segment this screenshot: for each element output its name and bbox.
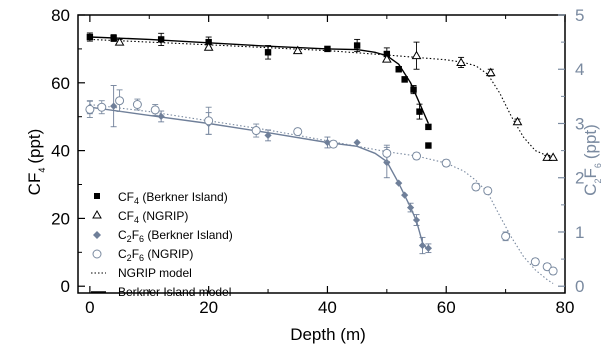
data-point-square: [401, 76, 408, 83]
data-point-circle: [251, 126, 261, 136]
data-point-circle: [542, 262, 552, 272]
data-point-circle: [548, 266, 558, 276]
data-point-square: [425, 123, 432, 131]
data-point-circle: [441, 158, 451, 168]
data-point-circle: [293, 127, 303, 137]
data-point-square: [110, 34, 117, 42]
data-point-circle: [204, 116, 214, 126]
data-point-circle: [382, 148, 392, 158]
data-point-square: [416, 108, 423, 115]
legend: CF4 (Berkner Island) CF4 (NGRIP) C2F6 (B…: [91, 190, 233, 299]
svg-text:Berkner Island model: Berkner Island model: [118, 285, 231, 299]
data-point-square: [157, 36, 165, 43]
legend-item-cf4-ngrip: CF4 (NGRIP): [92, 209, 188, 225]
y-right-tick-label: 1: [575, 223, 584, 242]
plot-data: [85, 32, 558, 284]
y-left-label: CF4(ppt): [25, 129, 47, 196]
data-point-triangle: [512, 116, 523, 126]
data-point-square: [410, 86, 417, 93]
data-point-square: [264, 49, 272, 56]
data-point-square: [324, 45, 331, 53]
svg-text:C2F6 (Berkner Island): C2F6 (Berkner Island): [118, 228, 233, 244]
data-point-circle: [501, 231, 511, 241]
data-point-diamond: [157, 112, 165, 121]
legend-item-cf4-berkner: CF4 (Berkner Island): [94, 190, 228, 206]
data-point-circle: [530, 257, 540, 267]
data-point-circle: [97, 102, 107, 112]
legend-item-c2f6-ngrip: C2F6 (NGRIP): [92, 247, 193, 263]
data-point-diamond: [395, 179, 403, 187]
y-left-tick-label: 60: [51, 74, 70, 93]
model-line: [89, 103, 554, 284]
data-point-diamond: [110, 102, 118, 110]
y-right-tick-label: 0: [575, 277, 584, 296]
x-axis-label: Depth (m): [290, 325, 366, 344]
y-left-tick-label: 80: [51, 6, 70, 25]
data-point-circle: [471, 182, 481, 192]
data-point-circle: [412, 151, 422, 161]
legend-item-c2f6-berkner: C2F6 (Berkner Island): [93, 228, 233, 244]
data-point-triangle: [381, 54, 392, 63]
data-point-triangle: [485, 67, 496, 77]
data-point-square: [395, 66, 402, 73]
data-point-triangle: [548, 152, 558, 161]
legend-item-berkner-model: Berkner Island model: [91, 285, 231, 299]
data-point-triangle: [411, 50, 422, 60]
x-tick-label: 20: [199, 298, 218, 317]
x-tick-label: 0: [85, 298, 94, 317]
data-point-triangle: [456, 57, 466, 66]
y-left-tick-label: 40: [51, 142, 70, 161]
y-right-tick-label: 3: [575, 114, 584, 133]
data-point-circle: [483, 186, 493, 196]
svg-text:NGRIP model: NGRIP model: [118, 266, 192, 280]
data-point-triangle: [542, 152, 553, 161]
svg-text:CF4 (Berkner Island): CF4 (Berkner Island): [118, 190, 228, 206]
data-point-diamond: [353, 138, 361, 147]
y-right-label: C2F6(ppt): [581, 124, 603, 196]
data-point-square: [205, 38, 212, 46]
data-point-square: [86, 33, 94, 41]
data-point-circle: [132, 100, 142, 110]
data-point-diamond: [264, 131, 272, 140]
plot-frame: [77, 14, 566, 294]
data-point-circle: [85, 104, 95, 114]
data-point-square: [383, 50, 391, 58]
data-point-diamond: [401, 191, 409, 199]
svg-text:C2F6 (NGRIP): C2F6 (NGRIP): [118, 247, 193, 263]
data-point-triangle: [292, 45, 303, 55]
data-point-circle: [115, 96, 125, 106]
legend-item-ngrip-model: NGRIP model: [91, 266, 192, 280]
svg-text:CF4 (NGRIP): CF4 (NGRIP): [118, 209, 188, 225]
data-point-diamond: [383, 158, 391, 167]
data-point-triangle: [203, 42, 214, 51]
y-left-tick-label: 0: [61, 277, 70, 296]
x-tick-label: 60: [437, 298, 456, 317]
model-line: [89, 36, 430, 124]
data-point-circle: [328, 139, 338, 149]
model-line: [89, 38, 554, 158]
y-right-tick-label: 2: [575, 169, 584, 188]
data-point-diamond: [418, 241, 427, 250]
data-point-square: [425, 142, 432, 149]
y-right-tick-label: 4: [575, 60, 584, 79]
x-tick-label: 40: [318, 298, 337, 317]
y-left-tick-label: 20: [51, 209, 70, 228]
data-point-triangle: [114, 37, 125, 46]
data-point-square: [353, 42, 361, 49]
data-point-circle: [150, 105, 160, 115]
data-point-diamond: [424, 244, 433, 252]
data-point-diamond: [412, 216, 421, 224]
data-point-diamond: [406, 203, 415, 212]
x-tick-label: 80: [556, 298, 575, 317]
y-right-tick-label: 5: [575, 6, 584, 25]
